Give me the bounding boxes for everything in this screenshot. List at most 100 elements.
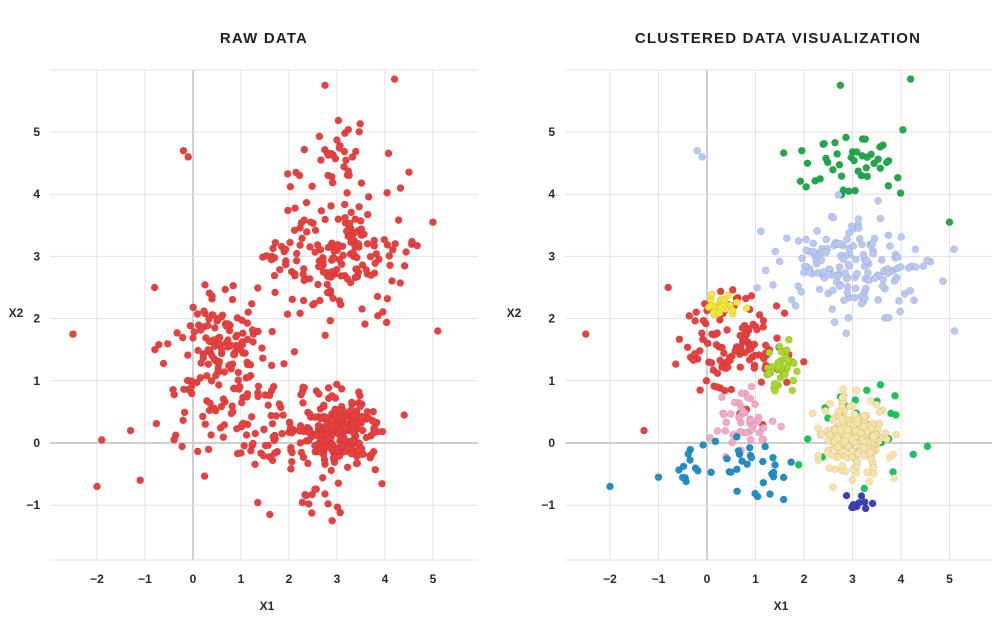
data-point <box>799 357 808 366</box>
data-point <box>750 340 759 349</box>
data-point <box>298 498 307 507</box>
data-point <box>240 441 249 450</box>
data-point <box>196 373 205 382</box>
data-point <box>736 427 745 436</box>
data-point <box>793 367 801 376</box>
data-point <box>330 247 339 255</box>
data-point <box>296 421 305 430</box>
data-point <box>366 453 375 462</box>
data-point <box>864 268 872 277</box>
data-point <box>349 429 358 437</box>
data-point <box>258 354 267 363</box>
data-point <box>363 210 372 219</box>
data-point <box>896 307 905 316</box>
data-point <box>150 283 159 292</box>
data-point <box>324 499 332 508</box>
data-point <box>876 164 885 173</box>
data-point <box>606 482 614 491</box>
data-point <box>333 503 342 512</box>
data-point <box>126 426 135 435</box>
data-point <box>204 445 213 454</box>
data-point <box>736 342 745 351</box>
data-point <box>889 450 897 459</box>
data-point <box>237 398 246 407</box>
data-point <box>892 273 901 282</box>
data-point <box>906 286 915 295</box>
data-point <box>761 266 770 275</box>
data-point <box>794 282 803 290</box>
data-point <box>413 241 422 250</box>
data-point <box>366 252 375 261</box>
data-point <box>238 316 246 325</box>
data-point <box>675 335 684 344</box>
data-point <box>356 402 365 411</box>
data-point <box>945 218 954 227</box>
data-point <box>784 356 793 365</box>
data-point <box>923 256 931 265</box>
data-point <box>336 413 345 422</box>
data-point <box>219 433 228 442</box>
data-point <box>876 214 885 223</box>
data-point <box>879 141 887 150</box>
data-point <box>843 235 851 244</box>
data-point <box>202 371 211 380</box>
data-point <box>842 133 850 142</box>
data-point <box>307 509 316 517</box>
x-tick-label: 1 <box>752 572 759 586</box>
data-point <box>809 247 818 256</box>
data-point <box>849 503 858 512</box>
data-point <box>895 296 903 305</box>
data-point <box>378 479 386 488</box>
data-point <box>303 459 312 468</box>
data-point <box>747 416 755 425</box>
data-point <box>232 424 241 433</box>
data-point <box>856 428 865 437</box>
data-point <box>386 261 394 270</box>
data-point <box>244 308 253 317</box>
data-point <box>857 492 866 500</box>
data-point <box>822 248 831 257</box>
data-point <box>169 385 177 394</box>
data-point <box>69 330 77 338</box>
data-point <box>378 307 387 316</box>
data-point <box>433 327 442 335</box>
data-point <box>429 218 437 227</box>
data-point <box>834 190 843 199</box>
y-tick-label: 5 <box>548 125 555 139</box>
data-point <box>868 239 877 248</box>
data-point <box>286 182 295 191</box>
data-point <box>318 473 327 482</box>
data-point <box>311 485 319 494</box>
data-point <box>828 286 837 295</box>
data-point <box>356 391 364 400</box>
data-point <box>787 295 796 304</box>
data-point <box>331 154 340 163</box>
data-point <box>343 188 351 197</box>
data-point <box>224 361 233 370</box>
data-point <box>299 264 308 273</box>
data-point <box>199 353 208 362</box>
data-point <box>771 386 779 395</box>
data-point <box>713 427 722 435</box>
data-point <box>731 346 740 355</box>
data-point <box>357 179 366 187</box>
data-point <box>822 154 830 163</box>
data-point <box>733 487 741 496</box>
data-point <box>390 75 399 83</box>
data-point <box>773 334 781 343</box>
data-point <box>338 442 346 450</box>
data-point <box>890 474 898 482</box>
data-point <box>334 116 343 125</box>
data-point <box>247 412 256 421</box>
data-point <box>860 443 868 452</box>
data-point <box>340 423 349 432</box>
data-point <box>286 464 295 473</box>
data-point <box>842 329 851 338</box>
data-point <box>296 309 304 318</box>
data-point <box>325 272 334 281</box>
x-tick-label: 2 <box>286 572 293 586</box>
data-point <box>728 285 737 294</box>
data-point <box>782 346 791 355</box>
data-point <box>328 254 337 263</box>
data-point <box>394 216 403 224</box>
